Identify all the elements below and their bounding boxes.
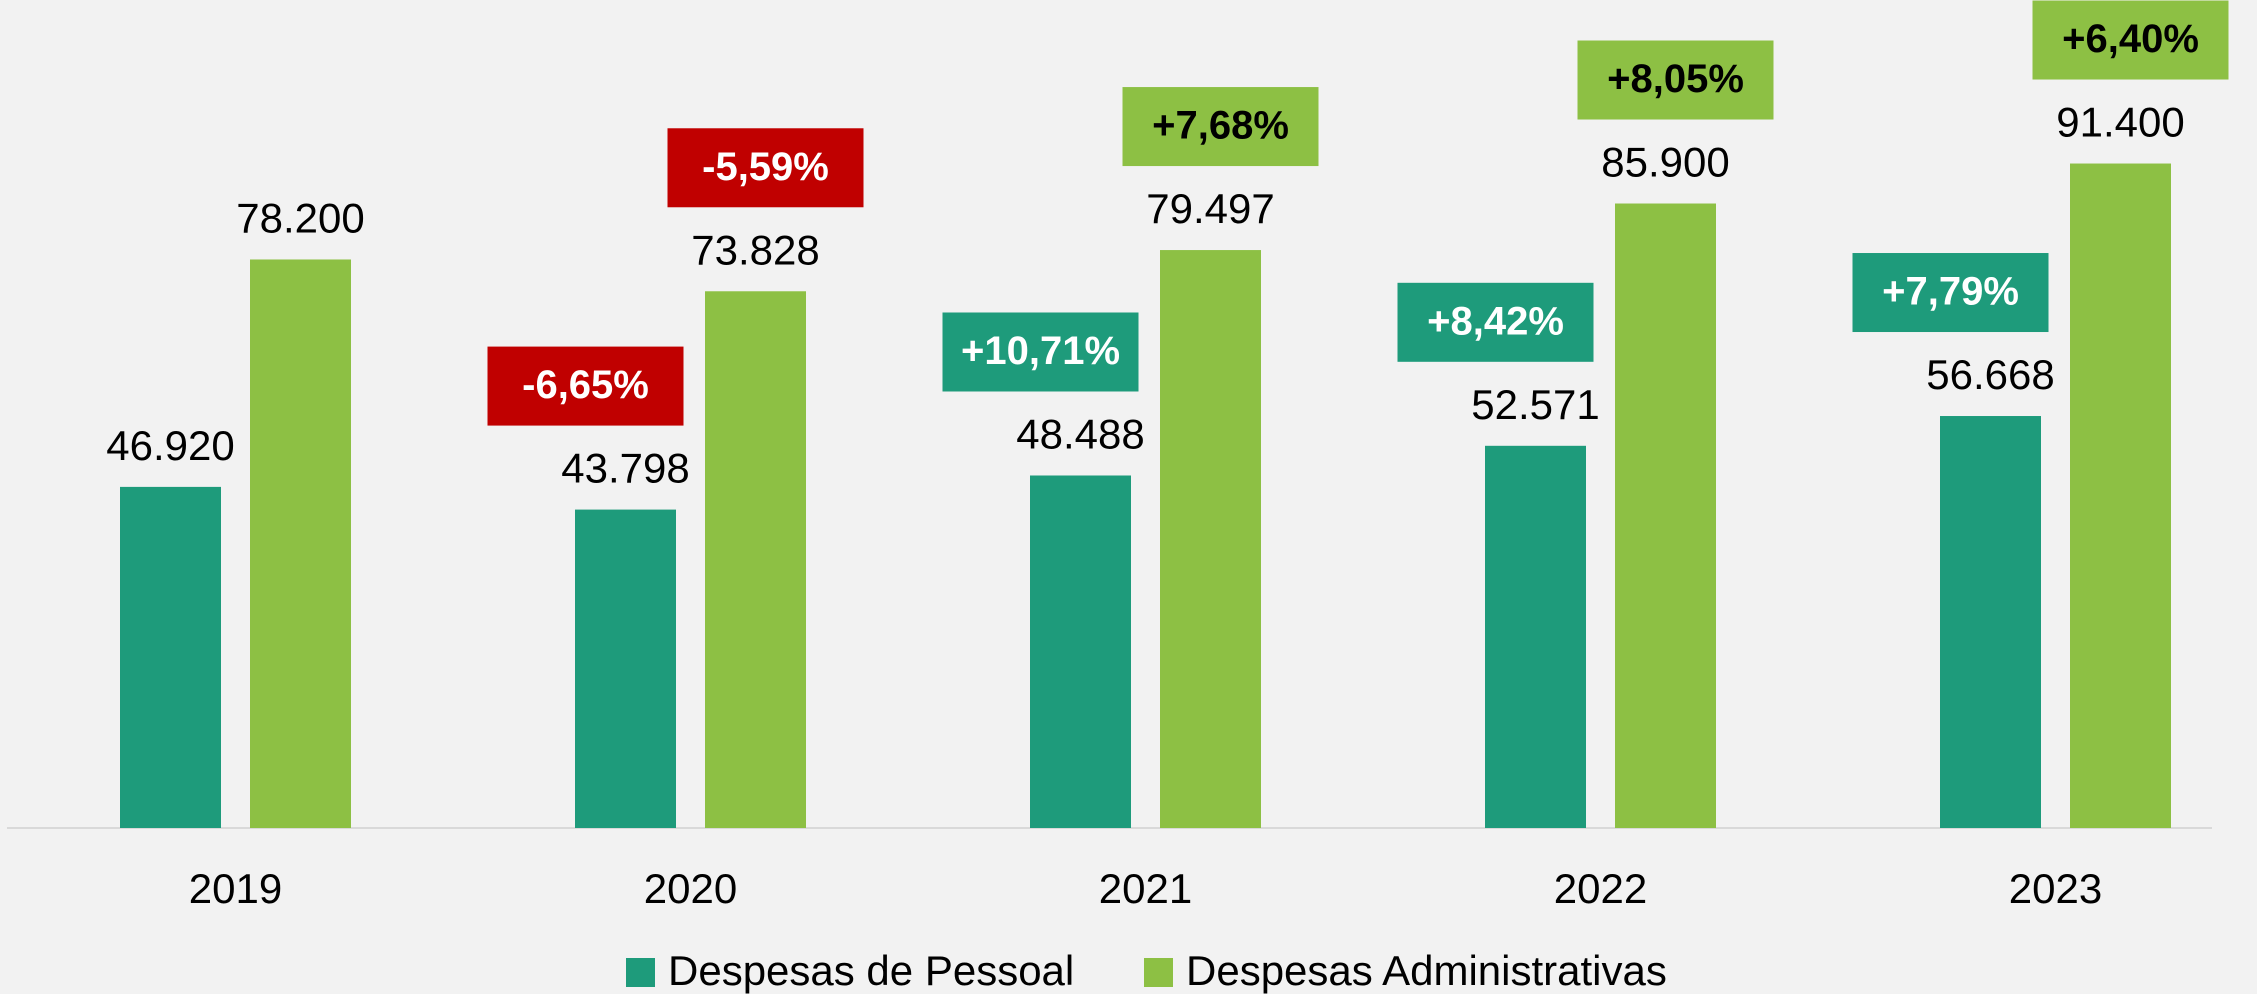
bar: [1160, 250, 1261, 828]
change-label: -5,59%: [702, 145, 829, 189]
change-box: [1577, 40, 1774, 120]
data-label: 52.571: [1471, 381, 1599, 428]
change-label: +7,79%: [1882, 270, 2019, 314]
bar: [120, 486, 221, 828]
change-box: [1852, 253, 2049, 333]
x-tick-label: 2022: [1554, 865, 1647, 912]
bar: [1485, 445, 1586, 828]
x-tick-label: 2019: [189, 865, 282, 912]
data-label: 78.200: [236, 195, 364, 242]
change-label: -6,65%: [522, 363, 649, 407]
legend-label: Despesas Administrativas: [1186, 947, 1667, 994]
bar: [1030, 475, 1131, 828]
change-label: +8,05%: [1607, 57, 1744, 101]
x-tick-label: 2023: [2009, 865, 2102, 912]
data-label: 73.828: [691, 226, 819, 273]
bar: [705, 291, 806, 828]
data-label: 91.400: [2056, 99, 2184, 146]
bar: [2070, 163, 2171, 829]
change-label: +10,71%: [961, 329, 1120, 373]
x-tick-label: 2021: [1099, 865, 1192, 912]
change-box: [1122, 87, 1319, 167]
data-label: 79.497: [1146, 185, 1274, 232]
change-label: +7,68%: [1152, 104, 1289, 148]
bar: [1615, 203, 1716, 828]
change-box: [487, 346, 684, 426]
x-tick-label: 2020: [644, 865, 737, 912]
data-label: 46.920: [106, 422, 234, 469]
legend-swatch: [1144, 958, 1173, 987]
change-box: [942, 312, 1139, 392]
legend-swatch: [626, 958, 655, 987]
change-label: +6,40%: [2062, 17, 2199, 61]
legend-label: Despesas de Pessoal: [668, 947, 1074, 994]
bar: [1940, 416, 2041, 828]
change-box: [667, 128, 864, 208]
bar: [575, 509, 676, 828]
data-label: 56.668: [1926, 351, 2054, 398]
change-box: [2032, 0, 2229, 80]
change-label: +8,42%: [1427, 299, 1564, 343]
change-box: [1397, 282, 1594, 362]
bar: [250, 259, 351, 829]
data-label: 85.900: [1601, 139, 1729, 186]
data-label: 48.488: [1016, 411, 1144, 458]
data-label: 43.798: [561, 445, 689, 492]
